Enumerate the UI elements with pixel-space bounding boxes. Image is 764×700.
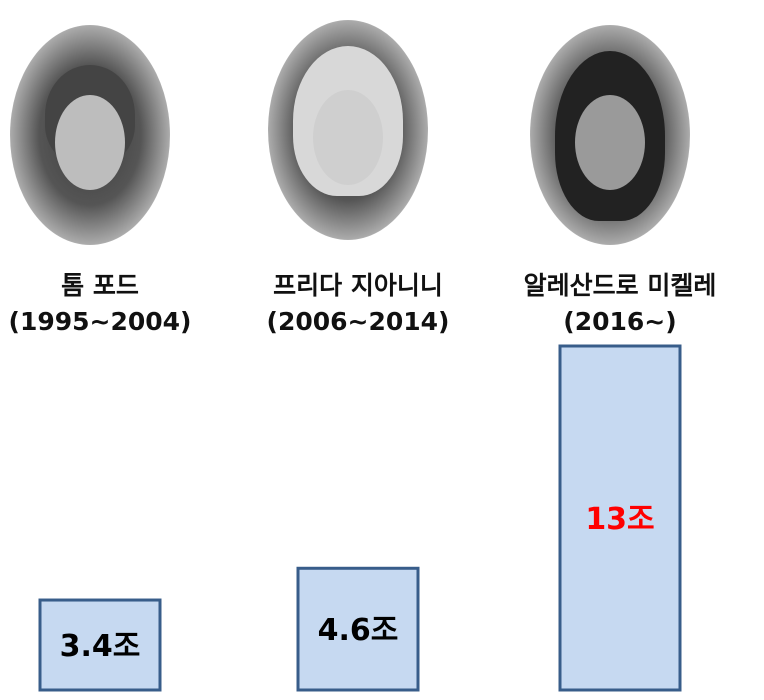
period-text: (2006~2014) xyxy=(266,307,450,336)
data-label-2: 4.6조 xyxy=(318,613,399,648)
person-name-2: 프리다 지아니니 (2006~2014) xyxy=(228,268,488,340)
person-name-3: 알레산드로 미켈레 (2016~) xyxy=(490,268,750,340)
bar-1 xyxy=(38,598,162,692)
photo-tom-ford xyxy=(10,25,170,245)
name-text: 알레산드로 미켈레 xyxy=(523,271,717,300)
photo-frida-giannini xyxy=(268,20,428,240)
bar-3 xyxy=(558,344,682,692)
photo-alessandro-michele xyxy=(530,25,690,245)
period-text: (1995~2004) xyxy=(8,307,192,336)
data-label-3: 13조 xyxy=(585,502,654,537)
name-text: 프리다 지아니니 xyxy=(273,271,443,300)
data-label-1: 3.4조 xyxy=(60,629,141,664)
name-text: 톰 포드 xyxy=(61,271,139,300)
person-name-1: 톰 포드 (1995~2004) xyxy=(0,268,230,340)
bar-2 xyxy=(296,566,420,692)
period-text: (2016~) xyxy=(563,307,677,336)
